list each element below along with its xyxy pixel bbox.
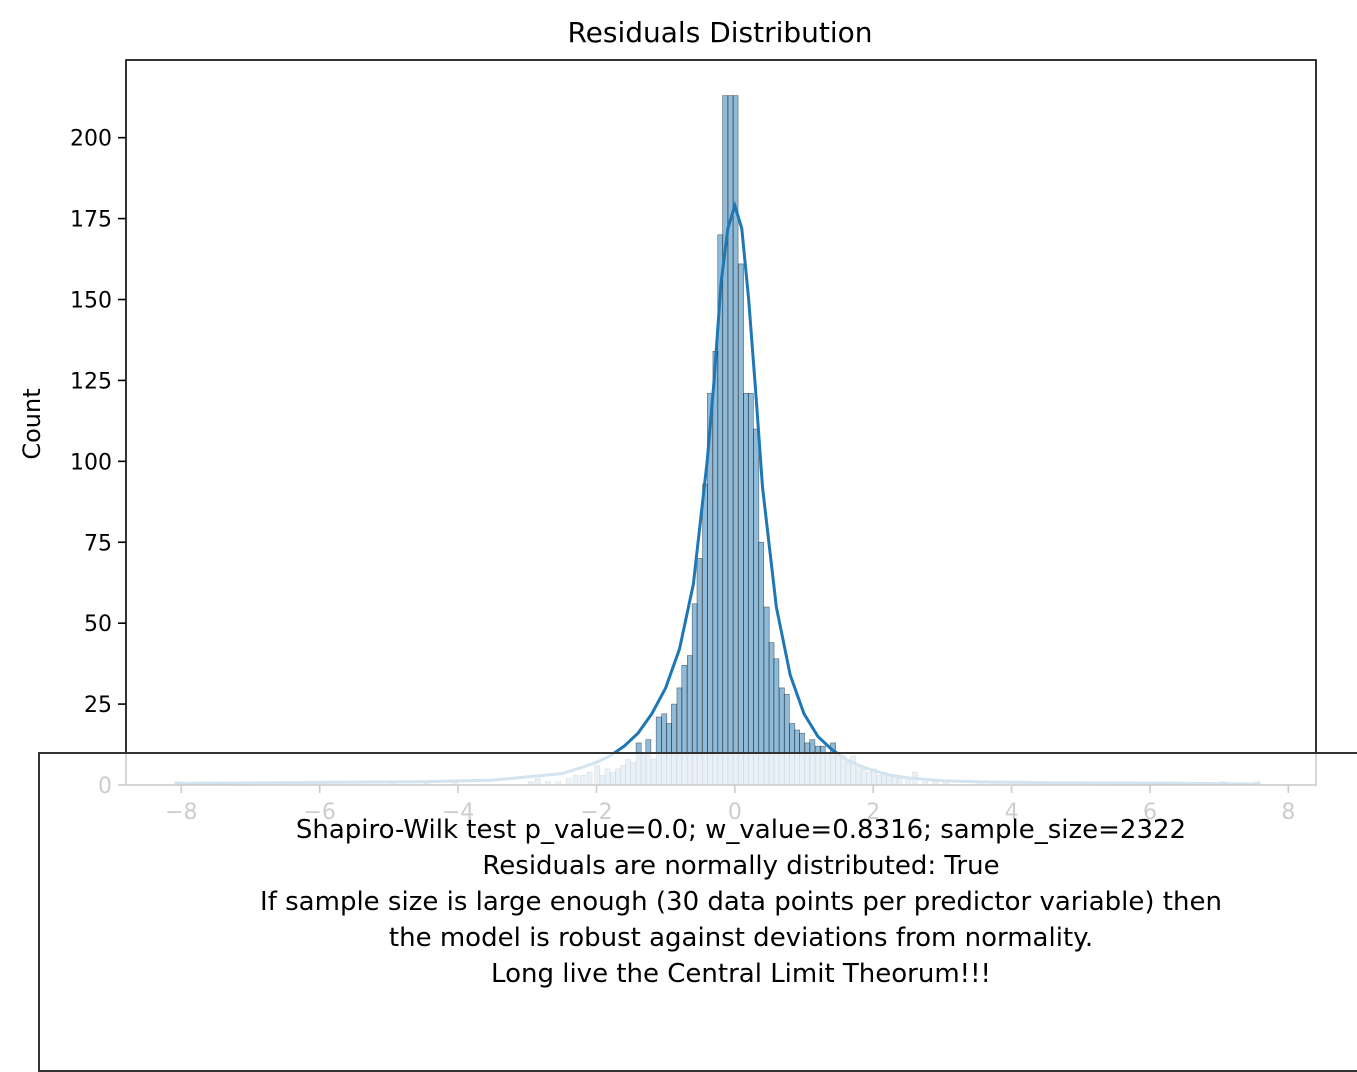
- y-tick-label: 50: [84, 612, 112, 637]
- histogram-bar: [702, 483, 708, 786]
- histogram-bar: [738, 263, 744, 786]
- histogram-bar: [747, 393, 754, 786]
- histogram-bar: [712, 350, 719, 786]
- annotation-line-shapiro-wilk: Shapiro-Wilk test p_value=0.0; w_value=0…: [295, 815, 1187, 845]
- histogram-bar: [758, 541, 764, 786]
- y-axis-ticks: 0255075100125150175200: [70, 127, 126, 799]
- chart-title: Residuals Distribution: [567, 16, 872, 49]
- y-tick-label: 200: [70, 127, 112, 152]
- histogram-bar: [743, 393, 749, 786]
- y-tick-label: 175: [70, 208, 112, 233]
- annotation-line-robust: the model is robust against deviations f…: [388, 923, 1094, 953]
- annotation-line-clt: Long live the Central Limit Theorum!!!: [491, 959, 991, 989]
- annotation-line-sample-size: If sample size is large enough (30 data …: [260, 887, 1222, 917]
- histogram-bar: [753, 428, 760, 786]
- annotation-line-normality: Residuals are normally distributed: True: [482, 851, 1000, 881]
- annotation-text: Shapiro-Wilk test p_value=0.0; w_value=0…: [38, 812, 1357, 992]
- histogram-bar: [727, 95, 734, 786]
- y-tick-label: 100: [70, 450, 112, 475]
- y-tick-label: 150: [70, 289, 112, 314]
- y-tick-label: 25: [84, 693, 112, 718]
- histogram-bars: [175, 95, 1261, 786]
- histogram-bar: [722, 95, 729, 786]
- histogram-bar: [732, 95, 739, 786]
- y-tick-label: 75: [84, 531, 112, 556]
- y-tick-label: 125: [70, 369, 112, 394]
- annotation-box: [38, 752, 1357, 1072]
- y-axis-label: Count: [18, 388, 46, 459]
